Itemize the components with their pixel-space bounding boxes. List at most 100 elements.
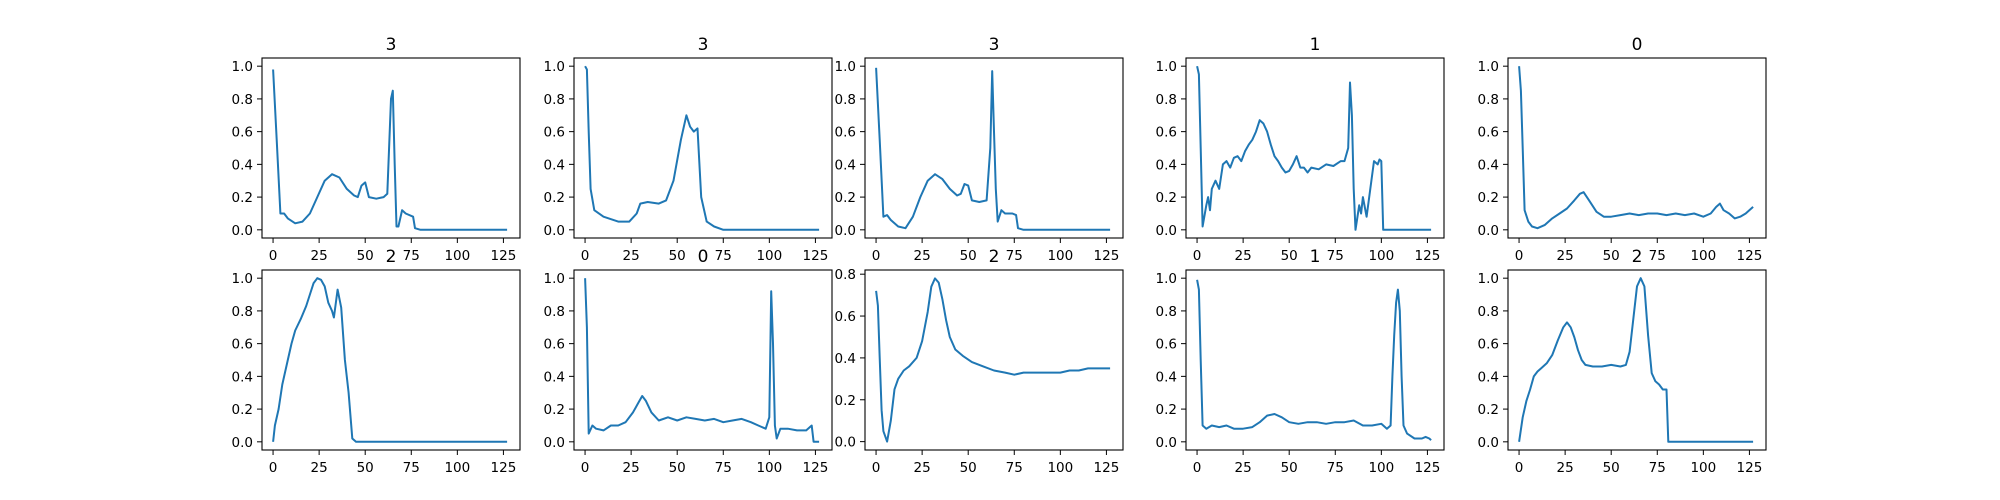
y-tick-label: 0.0 [1156, 223, 1177, 239]
series-line [875, 67, 1111, 231]
y-tick-label: 0.8 [1156, 92, 1177, 108]
axes-frame [864, 57, 1124, 239]
subplot-4: 1 0 25 50 75 100 125 0.0 0.2 0.4 0.6 0.8 1.0 [1156, 35, 1445, 264]
subplot-6: 2 0 25 50 75 100 125 0.0 0.2 0.4 0.6 0.8 1.0 [232, 247, 521, 476]
series-line [272, 277, 508, 443]
x-tick-label: 100 [444, 460, 470, 476]
series-line [1518, 66, 1754, 230]
x-tick-label: 50 [1603, 248, 1620, 264]
y-tick-label: 0.4 [1156, 157, 1177, 173]
x-tick-label: 125 [803, 248, 829, 264]
y-tick-label: 0.6 [1478, 125, 1499, 141]
subplot-10: 2 0 25 50 75 100 125 0.0 0.2 0.4 0.6 0.8 1.0 [1478, 247, 1767, 476]
y-tick-label: 0.4 [1478, 369, 1499, 385]
series-line [1518, 277, 1754, 443]
y-tick-label: 0.8 [835, 267, 856, 283]
x-tick-label: 125 [1737, 248, 1763, 264]
x-tick-label: 125 [1094, 460, 1120, 476]
x-tick-label: 50 [1281, 460, 1298, 476]
subplot-title: 3 [386, 35, 397, 55]
subplot-title: 3 [698, 35, 709, 55]
y-tick-label: 0.2 [1156, 402, 1177, 418]
series-line [584, 278, 820, 443]
x-tick-label: 75 [1327, 248, 1344, 264]
subplot-3: 3 0 25 50 75 100 125 0.0 0.2 0.4 0.6 0.8 1.0 [835, 35, 1124, 264]
y-tick-label: 1.0 [1478, 59, 1499, 75]
axes-frame [573, 57, 833, 239]
x-tick-label: 100 [756, 248, 782, 264]
axes-frame [1507, 57, 1767, 239]
series-line [875, 277, 1111, 443]
y-tick-label: 0.8 [232, 92, 253, 108]
x-tick-label: 100 [1368, 460, 1394, 476]
series-line [272, 69, 508, 231]
axes-frame [261, 57, 521, 239]
x-tick-label: 75 [1006, 460, 1023, 476]
y-tick-label: 0.8 [1156, 304, 1177, 320]
x-tick-label: 25 [1235, 460, 1252, 476]
y-tick-label: 0.8 [544, 304, 565, 320]
subplot-7: 0 0 25 50 75 100 125 0.0 0.2 0.4 0.6 0.8 1.0 [544, 247, 833, 476]
subplot-1: 3 0 25 50 75 100 125 0.0 0.2 0.4 0.6 0.8 1.0 [232, 35, 521, 264]
y-tick-label: 0.8 [544, 92, 565, 108]
y-tick-label: 0.6 [1478, 337, 1499, 353]
x-tick-label: 100 [1047, 460, 1073, 476]
x-tick-label: 25 [311, 460, 328, 476]
x-tick-label: 75 [715, 460, 732, 476]
x-tick-label: 100 [756, 460, 782, 476]
x-tick-label: 0 [581, 460, 590, 476]
y-tick-label: 0.2 [1478, 190, 1499, 206]
x-tick-label: 50 [669, 248, 686, 264]
y-tick-label: 0.0 [835, 223, 856, 239]
y-tick-label: 0.0 [232, 223, 253, 239]
x-tick-label: 100 [444, 248, 470, 264]
subplot-title: 1 [1310, 247, 1321, 267]
y-tick-label: 1.0 [1156, 59, 1177, 75]
x-tick-label: 0 [1193, 248, 1202, 264]
x-tick-label: 0 [269, 460, 278, 476]
x-tick-label: 75 [1649, 460, 1666, 476]
x-tick-label: 50 [669, 460, 686, 476]
x-tick-label: 50 [960, 248, 977, 264]
y-tick-label: 0.2 [835, 190, 856, 206]
x-tick-label: 0 [872, 460, 881, 476]
x-tick-label: 100 [1690, 460, 1716, 476]
y-tick-label: 0.0 [232, 435, 253, 451]
y-tick-label: 1.0 [1478, 271, 1499, 287]
x-tick-label: 75 [715, 248, 732, 264]
y-tick-label: 0.0 [1478, 435, 1499, 451]
y-tick-label: 1.0 [544, 271, 565, 287]
y-tick-label: 0.4 [232, 157, 253, 173]
subplot-5: 0 0 25 50 75 100 125 0.0 0.2 0.4 0.6 0.8 1.0 [1478, 35, 1767, 264]
y-tick-label: 0.2 [1478, 402, 1499, 418]
subplot-2: 3 0 25 50 75 100 125 0.0 0.2 0.4 0.6 0.8 1.0 [544, 35, 833, 264]
y-tick-label: 0.6 [1156, 125, 1177, 141]
y-tick-label: 0.2 [835, 393, 856, 409]
y-tick-label: 0.4 [1478, 157, 1499, 173]
x-tick-label: 50 [357, 460, 374, 476]
x-tick-label: 25 [311, 248, 328, 264]
y-tick-label: 0.0 [544, 223, 565, 239]
y-tick-label: 0.8 [1478, 304, 1499, 320]
y-tick-label: 0.4 [835, 351, 856, 367]
x-tick-label: 125 [491, 460, 517, 476]
y-tick-label: 0.2 [544, 402, 565, 418]
x-tick-label: 25 [1557, 460, 1574, 476]
series-line [1196, 279, 1432, 441]
y-tick-label: 1.0 [544, 59, 565, 75]
x-tick-label: 125 [491, 248, 517, 264]
x-tick-label: 100 [1690, 248, 1716, 264]
axes-frame [1185, 269, 1445, 451]
y-tick-label: 0.6 [835, 125, 856, 141]
x-tick-label: 25 [623, 460, 640, 476]
y-tick-label: 1.0 [232, 271, 253, 287]
x-tick-label: 75 [403, 460, 420, 476]
x-tick-label: 0 [581, 248, 590, 264]
y-tick-label: 0.6 [232, 337, 253, 353]
x-tick-label: 125 [803, 460, 829, 476]
y-tick-label: 0.2 [232, 402, 253, 418]
y-tick-label: 1.0 [232, 59, 253, 75]
x-tick-label: 0 [872, 248, 881, 264]
y-tick-label: 0.2 [232, 190, 253, 206]
